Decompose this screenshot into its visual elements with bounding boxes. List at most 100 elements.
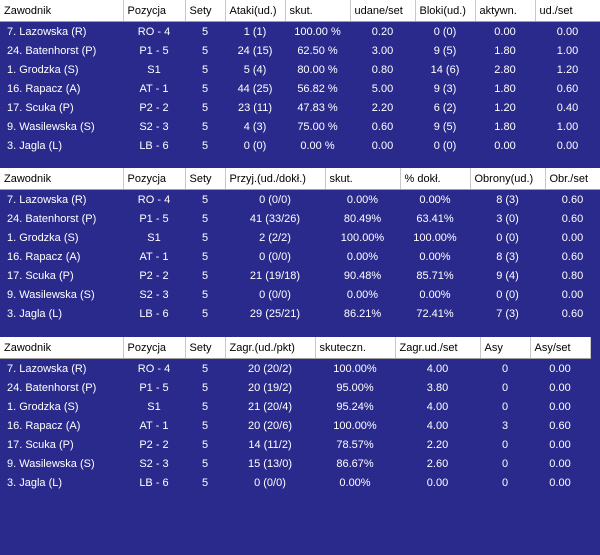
cell: 1.00 bbox=[556, 44, 579, 57]
column-header: Asy bbox=[480, 337, 531, 359]
player-name: 17. Scuka (P) bbox=[7, 438, 74, 451]
header-row: Zawodnik Pozycja Sety Zagr.(ud./pkt) skutecz… bbox=[0, 337, 591, 359]
cell: 2.80 bbox=[494, 63, 516, 76]
cell: 72.41% bbox=[416, 307, 454, 320]
cell: RO - 4 bbox=[137, 193, 171, 206]
cell: 4 (3) bbox=[243, 120, 267, 133]
cell: 5 bbox=[201, 212, 209, 225]
data-row: 17. Scuka (P) P2 - 2 5 14 (11/2) 78.57% 2.20 0… bbox=[0, 435, 590, 454]
cell: 0.00 bbox=[549, 400, 571, 413]
cell: LB - 6 bbox=[139, 307, 169, 320]
cell: P2 - 2 bbox=[139, 101, 169, 114]
cell: 5 bbox=[201, 381, 209, 394]
cell: 0.60 bbox=[561, 250, 584, 263]
cell: 80.00 % bbox=[297, 63, 338, 76]
cell: 5 (4) bbox=[243, 63, 267, 76]
header-row: Zawodnik Pozycja Sety Ataki(ud.) skut. udane/… bbox=[0, 0, 600, 22]
cell: LB - 6 bbox=[139, 476, 169, 489]
cell: 0 (0) bbox=[496, 231, 519, 244]
cell: 5 bbox=[201, 82, 209, 95]
cell: 24 (15) bbox=[237, 44, 273, 57]
player-name: 1. Grodzka (S) bbox=[7, 231, 79, 244]
data-row: 9. Wasilewska (S) S2 - 3 5 0 (0/0) 0.00% 0.00… bbox=[0, 285, 600, 304]
column-header: Asy/set bbox=[530, 337, 591, 359]
cell: 2.20 bbox=[426, 438, 449, 451]
cell: 0.00% bbox=[419, 193, 451, 206]
cell: 5 bbox=[201, 288, 209, 301]
cell: 100.00% bbox=[340, 231, 385, 244]
cell: 0 (0/0) bbox=[254, 476, 286, 489]
cell: 5 bbox=[201, 269, 209, 282]
cell: 80.49% bbox=[343, 212, 382, 225]
cell: 5 bbox=[201, 193, 209, 206]
cell: AT - 1 bbox=[139, 82, 169, 95]
cell: 62.50 % bbox=[297, 44, 338, 57]
column-header: Sety bbox=[185, 337, 226, 359]
cell: 0.00 bbox=[494, 25, 516, 38]
cell: 0.00% bbox=[346, 193, 379, 206]
cell: 6 (2) bbox=[433, 101, 457, 114]
column-header: skuteczn. bbox=[315, 337, 396, 359]
column-header: Sety bbox=[185, 168, 226, 190]
cell: S1 bbox=[147, 231, 161, 244]
cell: 5 bbox=[201, 419, 209, 432]
cell: 9 (3) bbox=[433, 82, 457, 95]
cell: S2 - 3 bbox=[139, 120, 169, 133]
cell: 0.00% bbox=[419, 250, 451, 263]
column-header: Pozycja bbox=[123, 337, 186, 359]
player-name: 9. Wasilewska (S) bbox=[7, 120, 95, 133]
cell: 1 (1) bbox=[243, 25, 267, 38]
cell: LB - 6 bbox=[139, 139, 169, 152]
cell: 0.00% bbox=[339, 476, 371, 489]
cell: 2.20 bbox=[371, 101, 394, 114]
player-name: 3. Jagla (L) bbox=[7, 476, 63, 489]
cell: 100.00 % bbox=[294, 25, 341, 38]
cell: 7 (3) bbox=[496, 307, 519, 320]
cell: 5 bbox=[201, 476, 209, 489]
cell: P1 - 5 bbox=[139, 44, 169, 57]
player-name: 7. Lazowska (R) bbox=[7, 362, 87, 375]
cell: 0.00 bbox=[549, 438, 571, 451]
column-header: Bloki(ud.) bbox=[415, 0, 476, 22]
cell: 1.20 bbox=[556, 63, 579, 76]
cell: 0 bbox=[501, 476, 509, 489]
cell: 1.20 bbox=[494, 101, 516, 114]
cell: 44 (25) bbox=[237, 82, 273, 95]
player-name: 1. Grodzka (S) bbox=[7, 400, 79, 413]
cell: RO - 4 bbox=[137, 362, 171, 375]
cell: 4.00 bbox=[426, 419, 449, 432]
data-row: 1. Grodzka (S) S1 5 2 (2/2) 100.00% 100.00% 0 … bbox=[0, 228, 600, 247]
cell: 95.24% bbox=[336, 400, 374, 413]
cell: 86.67% bbox=[336, 457, 374, 470]
cell: S2 - 3 bbox=[139, 457, 169, 470]
cell: 0.00 % bbox=[300, 139, 335, 152]
column-header: Zawodnik bbox=[0, 168, 124, 190]
cell: 0.60 bbox=[371, 120, 394, 133]
data-row: 16. Rapacz (A) AT - 1 5 44 (25) 56.82 % 5.00 9… bbox=[0, 79, 600, 98]
cell: 100.00% bbox=[413, 231, 457, 244]
column-header: Sety bbox=[185, 0, 226, 22]
cell: 85.71% bbox=[416, 269, 454, 282]
cell: 20 (19/2) bbox=[247, 381, 293, 394]
data-row: 16. Rapacz (A) AT - 1 5 0 (0/0) 0.00% 0.00% 8 … bbox=[0, 247, 600, 266]
cell: 14 (6) bbox=[430, 63, 460, 76]
cell: 5 bbox=[201, 400, 209, 413]
data-row: 9. Wasilewska (S) S2 - 3 5 15 (13/0) 86.67% 2… bbox=[0, 454, 590, 473]
cell: 4.00 bbox=[426, 362, 449, 375]
data-row: 24. Batenhorst (P) P1 - 5 5 20 (19/2) 95.00%… bbox=[0, 378, 590, 397]
cell: 0 bbox=[501, 400, 509, 413]
cell: 90.48% bbox=[343, 269, 382, 282]
column-header: skut. bbox=[325, 168, 401, 190]
cell: 0.00 bbox=[561, 231, 584, 244]
column-header: Ataki(ud.) bbox=[225, 0, 286, 22]
player-name: 24. Batenhorst (P) bbox=[7, 44, 97, 57]
header-row: Zawodnik Pozycja Sety Przyj.(ud./dokł.) skut… bbox=[0, 168, 600, 190]
data-row: 24. Batenhorst (P) P1 - 5 5 41 (33/26) 80.49… bbox=[0, 209, 600, 228]
cell: 5 bbox=[201, 307, 209, 320]
cell: 3 bbox=[501, 419, 509, 432]
cell: 0.60 bbox=[549, 419, 571, 432]
cell: 0.00 bbox=[426, 476, 449, 489]
cell: 5 bbox=[201, 139, 209, 152]
cell: 8 (3) bbox=[496, 193, 519, 206]
cell: 5 bbox=[201, 457, 209, 470]
